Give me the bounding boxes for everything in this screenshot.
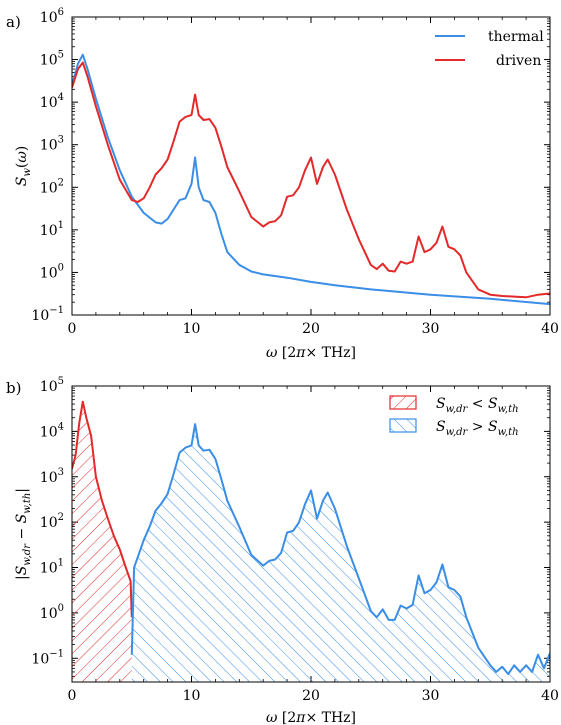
y-tick-label: 106 (40, 7, 64, 26)
panel-a-ticks (71, 16, 551, 316)
y-tick-label: 104 (40, 92, 64, 111)
panel-b-x-tick-labels: 0 10 20 30 40 (68, 688, 559, 704)
panel-b-x-axis-label: ω [2π× THz] (266, 710, 356, 725)
series-area-driven-below-fill (72, 401, 132, 682)
y-tick-label: 103 (40, 135, 64, 154)
y-tick-label: 10−1 (31, 648, 64, 667)
panel-b-y-tick-labels: 10−1 100 101 102 103 104 105 (31, 376, 64, 667)
legend-driven-label: driven (496, 53, 541, 69)
panel-b-series (72, 400, 550, 682)
y-tick-label: 102 (40, 177, 64, 196)
y-tick-label: 101 (40, 220, 64, 239)
panel-b: b) 0 10 20 30 40 10−1 100 101 102 103 104 105 ω [2… (6, 376, 559, 725)
legend-blue-hatch-swatch (389, 418, 417, 433)
panel-a-series (72, 53, 550, 306)
x-tick-label: 30 (422, 688, 440, 704)
series-area-driven-below-line (72, 400, 133, 618)
y-tick-label: 100 (40, 603, 64, 622)
legend-thermal-label: thermal (488, 29, 544, 45)
y-tick-label: 105 (40, 376, 64, 395)
x-tick-label: 20 (302, 688, 320, 704)
x-tick-label: 30 (422, 321, 440, 337)
panel-a-legend: thermal driven (435, 29, 544, 69)
panel-a-x-tick-labels: 0 10 20 30 40 (68, 321, 559, 337)
x-tick-label: 40 (541, 688, 559, 704)
x-tick-label: 10 (183, 688, 201, 704)
x-tick-label: 40 (541, 321, 559, 337)
series-area-driven-above-line (130, 423, 550, 675)
panel-a-x-axis-label: ω [2π× THz] (266, 345, 356, 361)
y-tick-label: 100 (40, 262, 64, 281)
legend-red-label: Sw,dr < Sw,th (436, 396, 519, 415)
x-tick-label: 20 (302, 321, 320, 337)
legend-blue-label: Sw,dr > Sw,th (436, 419, 519, 438)
x-tick-label: 0 (68, 321, 77, 337)
panel-a-label: a) (6, 13, 21, 31)
panel-a-y-tick-labels: 10−1 100 101 102 103 104 105 106 (31, 7, 64, 324)
panel-a-y-axis-label: Sw(ω) (14, 146, 33, 187)
series-area-driven-above-fill (131, 424, 550, 682)
panel-b-label: b) (6, 379, 21, 397)
y-tick-label: 10−1 (31, 305, 64, 324)
y-tick-label: 103 (40, 467, 64, 486)
y-tick-label: 105 (40, 50, 64, 69)
x-tick-label: 10 (183, 321, 201, 337)
panel-a: a) 0 10 20 30 40 10−1 100 101 102 103 104 105 106 ω… (6, 7, 559, 361)
y-tick-label: 101 (40, 558, 64, 577)
x-tick-label: 0 (68, 688, 77, 704)
panel-b-axes-frame (71, 385, 551, 683)
legend-red-hatch-swatch (389, 395, 417, 410)
panel-b-y-axis-label: |Sw,dr − Sw,th| (14, 488, 33, 580)
panel-a-axes-frame (71, 16, 551, 316)
series-line-thermal (72, 53, 550, 306)
series-line-driven (72, 61, 550, 299)
panel-b-legend: Sw,dr < Sw,th Sw,dr > Sw,th (389, 395, 519, 438)
y-tick-label: 102 (40, 512, 64, 531)
y-tick-label: 104 (40, 421, 64, 440)
